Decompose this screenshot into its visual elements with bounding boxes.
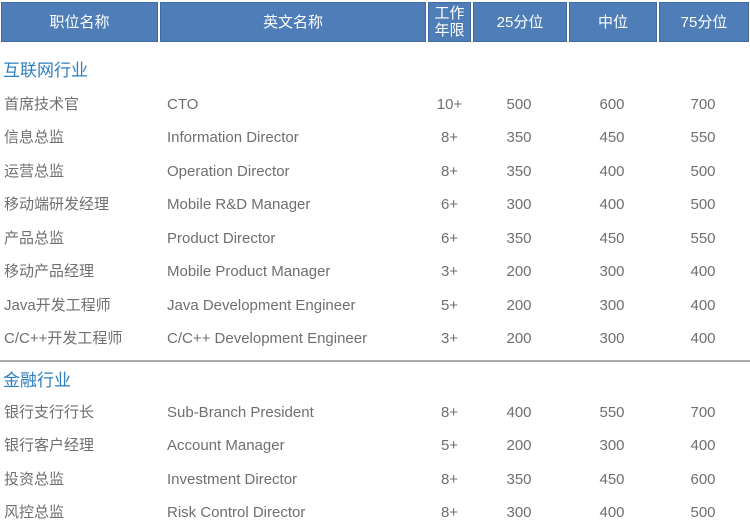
cell-p25: 200 [506,263,532,281]
cell-median: 300 [599,330,625,348]
cell-position: Java开发工程师 [4,296,111,314]
col-header-position: 职位名称 [1,2,158,42]
table-row: 移动端研发经理 Mobile R&D Manager 6+ 300 400 500 [0,189,750,223]
cell-work-years: 5+ [440,296,459,314]
cell-position: 投资总监 [4,470,65,488]
cell-work-years: 8+ [440,470,459,488]
table-row: C/C++开发工程师 C/C++ Development Engineer 3+ 20… [0,323,750,357]
cell-p75: 400 [690,263,716,281]
cell-median: 450 [599,229,625,247]
cell-p25: 350 [506,229,532,247]
cell-median: 300 [599,437,625,455]
cell-p25: 200 [506,437,532,455]
cell-position: C/C++开发工程师 [4,330,123,348]
cell-work-years: 6+ [440,196,459,214]
cell-work-years: 8+ [440,129,459,147]
cell-english-name: Account Manager [167,437,285,455]
cell-english-name: Investment Director [167,470,298,488]
cell-english-name: Java Development Engineer [167,296,356,314]
table-row: 运营总监 Operation Director 8+ 350 400 500 [0,155,750,189]
cell-english-name: Product Director [167,229,276,247]
cell-p25: 300 [506,196,532,214]
table-body: 互联网行业首席技术官 CTO 10+ 500 600 700 信息总监 Information… [0,60,750,529]
col-header-english: 英文名称 [160,2,426,42]
section-title: 互联网行业 [3,61,88,80]
cell-english-name: Mobile Product Manager [167,263,331,281]
col-header-p25: 25分位 [473,2,567,42]
cell-p75: 400 [690,296,716,314]
col-header-p75: 75分位 [659,2,749,42]
cell-median: 400 [599,504,625,522]
cell-english-name: C/C++ Development Engineer [167,330,368,348]
cell-median: 400 [599,196,625,214]
cell-median: 450 [599,470,625,488]
cell-position: 首席技术官 [4,95,80,113]
table-row: 银行支行行长 Sub-Branch President 8+ 400 550 700 [0,396,750,430]
cell-median: 300 [599,296,625,314]
cell-p75: 500 [690,504,716,522]
cell-p75: 700 [690,403,716,421]
cell-position: 移动端研发经理 [4,196,110,214]
section-divider [0,360,750,362]
cell-english-name: Operation Director [167,162,290,180]
cell-p75: 550 [690,129,716,147]
cell-work-years: 6+ [440,229,459,247]
cell-position: 信息总监 [4,129,65,147]
cell-work-years: 8+ [440,162,459,180]
cell-p25: 350 [506,470,532,488]
cell-work-years: 8+ [440,403,459,421]
cell-p75: 500 [690,196,716,214]
cell-p25: 300 [506,504,532,522]
table-row: 风控总监 Risk Control Director 8+ 300 400 500 [0,497,750,529]
cell-work-years: 8+ [440,504,459,522]
cell-position: 风控总监 [4,504,65,522]
col-header-median: 中位 [569,2,657,42]
cell-position: 银行客户经理 [4,437,95,455]
cell-p75: 400 [690,437,716,455]
table-row: Java开发工程师 Java Development Engineer 5+ 200 3… [0,289,750,323]
cell-p25: 350 [506,162,532,180]
cell-p25: 500 [506,95,532,113]
col-header-years: 工作年限 [428,2,471,42]
cell-work-years: 10+ [436,95,463,113]
table-header-row: 职位名称 英文名称 工作年限 25分位 中位 75分位 [0,2,750,42]
table-row: 投资总监 Investment Director 8+ 350 450 600 [0,463,750,497]
cell-p25: 400 [506,403,532,421]
cell-p75: 700 [690,95,716,113]
cell-p75: 400 [690,330,716,348]
cell-median: 450 [599,129,625,147]
table-row: 银行客户经理 Account Manager 5+ 200 300 400 [0,430,750,464]
cell-p25: 200 [506,296,532,314]
cell-p75: 550 [690,229,716,247]
cell-position: 运营总监 [4,162,65,180]
cell-p75: 600 [690,470,716,488]
table-row: 首席技术官 CTO 10+ 500 600 700 [0,88,750,122]
cell-work-years: 5+ [440,437,459,455]
cell-median: 300 [599,263,625,281]
cell-english-name: Sub-Branch President [167,403,314,421]
cell-median: 550 [599,403,625,421]
cell-work-years: 3+ [440,263,459,281]
cell-english-name: Mobile R&D Manager [167,196,311,214]
cell-english-name: Information Director [167,129,299,147]
cell-english-name: CTO [167,95,199,113]
table-row: 信息总监 Information Director 8+ 350 450 550 [0,122,750,156]
cell-p75: 500 [690,162,716,180]
cell-position: 移动产品经理 [4,263,95,281]
cell-median: 600 [599,95,625,113]
cell-position: 产品总监 [4,229,65,247]
table-row: 产品总监 Product Director 6+ 350 450 550 [0,222,750,256]
table-row: 移动产品经理 Mobile Product Manager 3+ 200 300 400 [0,256,750,290]
section-title: 金融行业 [3,371,71,390]
cell-english-name: Risk Control Director [167,504,306,522]
cell-median: 400 [599,162,625,180]
cell-work-years: 3+ [440,330,459,348]
cell-p25: 350 [506,129,532,147]
cell-position: 银行支行行长 [4,403,95,421]
cell-p25: 200 [506,330,532,348]
